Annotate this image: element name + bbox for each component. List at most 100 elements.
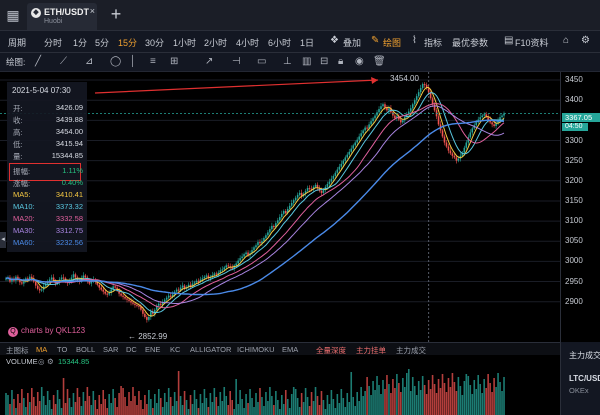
volume-bar [5, 393, 7, 415]
period-1m[interactable]: 1分 [73, 36, 87, 49]
period-30m[interactable]: 30分 [145, 36, 164, 49]
candle-body [456, 157, 458, 160]
indicator-boll[interactable]: BOLL [76, 345, 95, 354]
overlay-button[interactable]: 叠加 [343, 36, 361, 49]
volume-bar [446, 392, 448, 415]
row-label: 高: [13, 127, 23, 138]
f10-button[interactable]: F10资料 [515, 36, 549, 49]
volume-bar [241, 399, 243, 415]
period-1d[interactable]: 1日 [300, 36, 314, 49]
circle-tool-icon[interactable]: ◯ [110, 56, 121, 67]
indicator-icon[interactable]: ⌇ [412, 35, 417, 46]
panel-toggle-handle[interactable]: ◂ [0, 232, 6, 248]
candle-body [23, 282, 25, 284]
indicator-ene[interactable]: ENE [145, 345, 160, 354]
volume-bar [319, 405, 321, 415]
delete-tool-icon[interactable]: 🗑︎ [373, 56, 386, 67]
candle-body [329, 182, 331, 184]
indicator-button[interactable]: 指标 [424, 36, 442, 49]
measure-tool-icon[interactable]: ⊟ [320, 56, 328, 67]
line-tool-icon[interactable]: ╱ [35, 56, 41, 67]
volume-bar [473, 380, 475, 415]
row-label: MA10: [13, 202, 35, 211]
candle-body [138, 306, 140, 307]
info-row-ma30: MA30: 3312.75 [13, 226, 83, 237]
row-value: 15344.85 [52, 151, 83, 160]
volume-bar [434, 384, 436, 415]
indicator-to[interactable]: TO [57, 345, 67, 354]
period-5m[interactable]: 5分 [95, 36, 109, 49]
volume-bar [275, 391, 277, 415]
volume-bar [416, 395, 418, 415]
volume-bar [200, 394, 202, 415]
drawing-toolbar: 绘图: ╱ ⟋ ⊿ ◯ │ ≡ ⊞ ↗ ⊣ ▭ ⊥ ▥ ⊟ 🔒︎ ◉ 🗑︎ [0, 53, 600, 72]
fib-tool-icon[interactable]: ≡ [150, 56, 156, 67]
volume-bar [154, 394, 156, 415]
home-icon[interactable]: ⌂ [563, 35, 569, 46]
candle-body [223, 267, 225, 269]
volume-bar [489, 383, 491, 415]
indicator-dc[interactable]: DC [126, 345, 137, 354]
arrow-tool-icon[interactable]: ↗ [205, 56, 213, 67]
candle-body [394, 116, 396, 119]
candle-body [237, 261, 239, 264]
volume-bar [394, 388, 396, 415]
period-1h[interactable]: 1小时 [173, 36, 196, 49]
volume-bar [223, 387, 225, 415]
indicator-alligator[interactable]: ALLIGATOR [190, 345, 231, 354]
volume-bar [293, 387, 295, 415]
stats-tool-icon[interactable]: ⊥ [283, 56, 292, 67]
overlay-icon[interactable]: ❖ [330, 35, 339, 46]
tab-eth-usdt[interactable]: ◆ ETH/USDT Huobi × [27, 3, 97, 30]
indicator-ichimoku[interactable]: ICHIMOKU [237, 345, 275, 354]
period-15m[interactable]: 15分 [118, 36, 137, 49]
volume-chart[interactable] [0, 367, 560, 415]
candle-body [51, 278, 53, 280]
bars-tool-icon[interactable]: ▥ [302, 56, 311, 67]
text-tool-icon[interactable]: ⊞ [170, 56, 178, 67]
vertical-line-icon[interactable]: │ [130, 56, 136, 67]
volume-bar [265, 392, 267, 415]
side-panel-pair[interactable]: LTC/USDT [569, 374, 600, 383]
price-tick-label: 3200 [565, 176, 583, 185]
period-2h[interactable]: 2小时 [204, 36, 227, 49]
volume-bar [485, 388, 487, 415]
candle-body [267, 232, 269, 235]
period-4h[interactable]: 4小时 [236, 36, 259, 49]
settings-icon[interactable]: ⚙ [581, 35, 590, 46]
volume-bar [376, 376, 378, 415]
indicator-ema[interactable]: EMA [282, 345, 298, 354]
volume-bar [156, 403, 158, 415]
lock-tool-icon[interactable]: 🔒︎ [338, 56, 343, 67]
draw-button[interactable]: 绘图 [383, 36, 401, 49]
grid-menu-icon[interactable]: ▦ [4, 4, 22, 26]
indicator-ma[interactable]: MA [36, 345, 47, 354]
note-tool-icon[interactable]: ▭ [257, 56, 266, 67]
row-label: MA30: [13, 226, 35, 235]
row-label: 量: [13, 151, 23, 162]
range-tool-icon[interactable]: ⊣ [232, 56, 241, 67]
volume-bar [79, 397, 81, 415]
add-tab-button[interactable]: + [105, 4, 127, 26]
volume-bar [380, 394, 382, 415]
candle-body [483, 114, 485, 115]
candle-body [378, 109, 380, 112]
indicator-sar[interactable]: SAR [103, 345, 118, 354]
eye-icon[interactable]: ◎ [38, 357, 45, 366]
volume-bar [311, 392, 313, 415]
price-tick-label: 3450 [565, 75, 583, 84]
volume-bar [295, 389, 297, 415]
gear-icon[interactable]: ⚙ [47, 357, 54, 366]
period-timeshare[interactable]: 分时 [44, 36, 62, 49]
close-tab-icon[interactable]: × [90, 6, 95, 16]
f10-icon[interactable]: ▤ [504, 35, 513, 46]
ray-tool-icon[interactable]: ⟋ [60, 56, 67, 67]
hide-tool-icon[interactable]: ◉ [355, 56, 364, 67]
pencil-icon[interactable]: ✎ [371, 35, 379, 46]
period-6h[interactable]: 6小时 [268, 36, 291, 49]
indicator-kc[interactable]: KC [170, 345, 180, 354]
volume-bar [15, 408, 17, 415]
candle-body [501, 116, 503, 118]
best-params-button[interactable]: 最优参数 [452, 36, 488, 49]
channel-tool-icon[interactable]: ⊿ [85, 56, 93, 67]
